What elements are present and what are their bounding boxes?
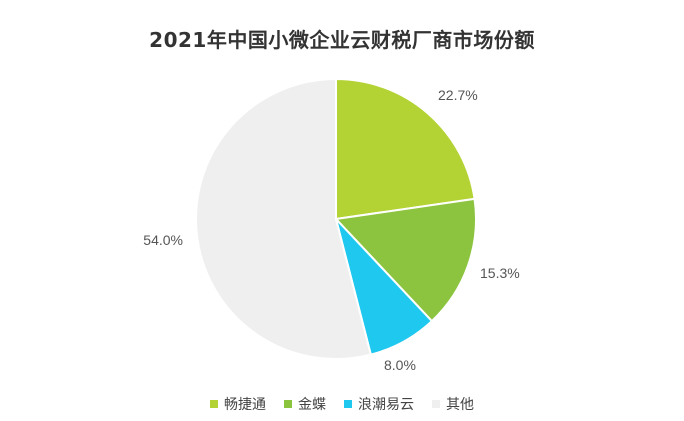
pie-slice-1	[335, 77, 476, 221]
pie-slice-4	[195, 77, 373, 360]
legend-swatch	[210, 400, 218, 408]
legend-swatch	[344, 400, 352, 408]
legend-item: 浪潮易云	[344, 394, 414, 414]
slice-value-label: 8.0%	[384, 357, 416, 373]
slice-value-label: 15.3%	[480, 265, 520, 281]
legend-label: 浪潮易云	[358, 397, 414, 413]
legend-label: 畅捷通	[224, 397, 266, 413]
legend-label: 金蝶	[298, 397, 326, 413]
legend-label: 其他	[446, 397, 474, 413]
chart-title: 2021年中国小微企业云财税厂商市场份额	[149, 28, 535, 52]
legend-item: 金蝶	[284, 394, 326, 414]
slice-value-label: 22.7%	[438, 87, 478, 103]
legend-swatch	[284, 400, 292, 408]
legend-swatch	[432, 400, 440, 408]
slice-value-label: 54.0%	[143, 232, 183, 248]
pie-slice-2	[333, 197, 477, 323]
chart-legend: 畅捷通 金蝶 浪潮易云 其他	[0, 394, 684, 414]
legend-item: 其他	[432, 394, 474, 414]
legend-item: 畅捷通	[210, 394, 266, 414]
